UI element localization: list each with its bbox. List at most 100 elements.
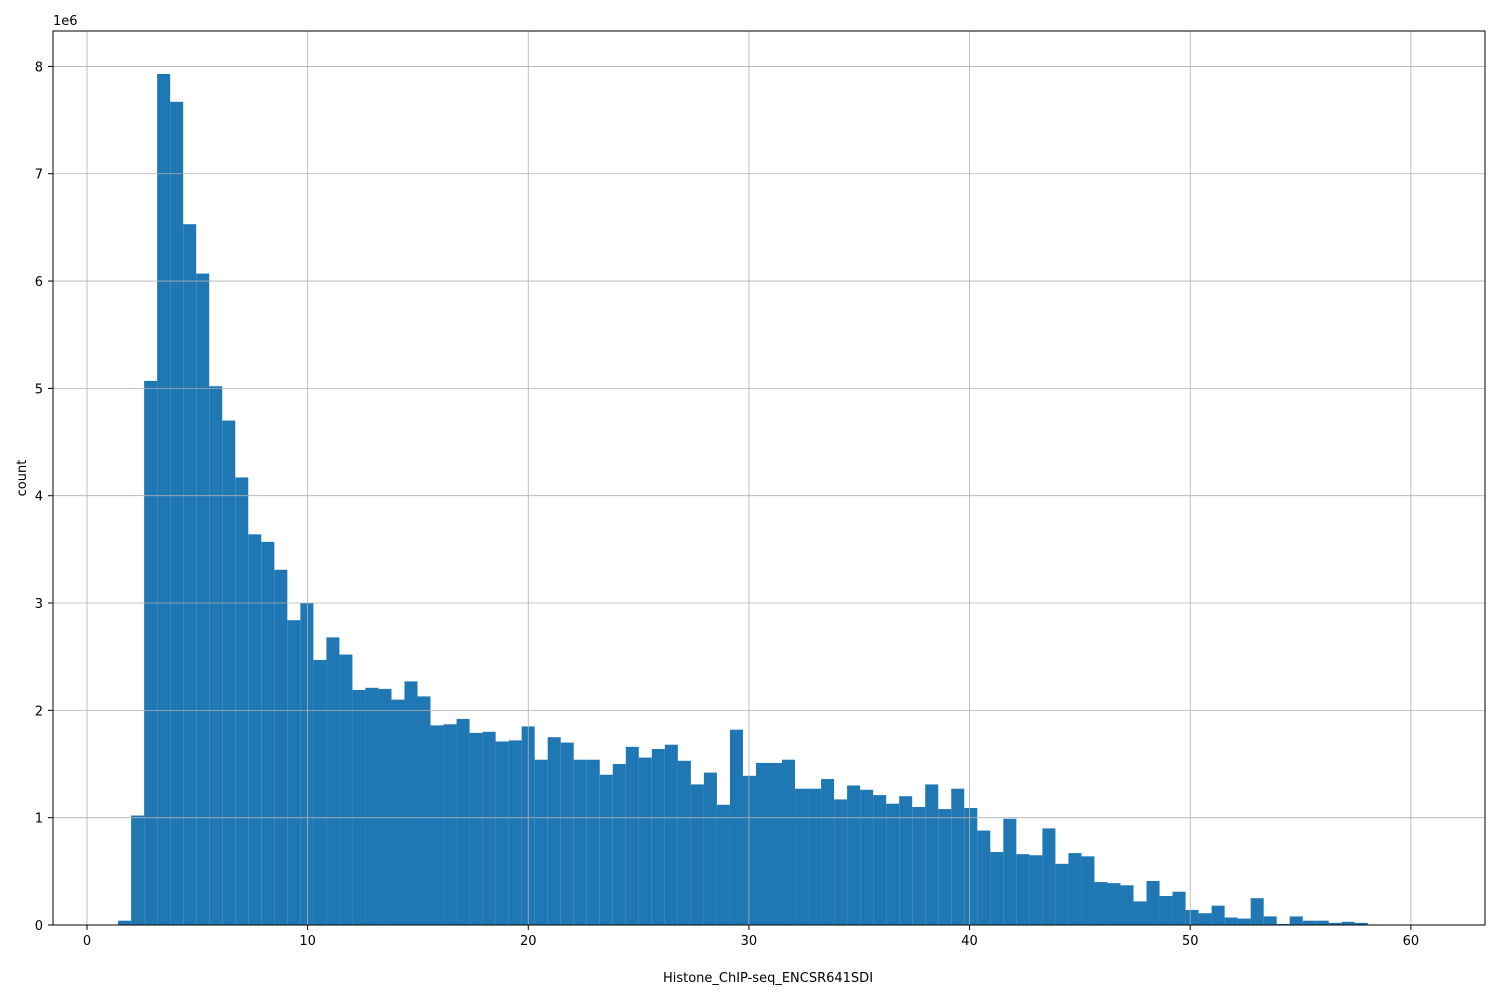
bar (847, 785, 860, 925)
bar (600, 775, 613, 925)
y-axis-label: count (15, 460, 30, 497)
bar (444, 724, 457, 925)
bar (535, 760, 548, 925)
bar (808, 789, 821, 925)
bar (378, 689, 391, 925)
bar (391, 700, 404, 925)
bar (795, 789, 808, 925)
bar (157, 74, 170, 925)
x-tick-label: 50 (1182, 934, 1199, 949)
x-axis-label: Histone_ChIP-seq_ENCSR641SDI (663, 971, 873, 986)
y-tick-label: 4 (35, 490, 43, 505)
bar (548, 737, 561, 925)
bar (574, 760, 587, 925)
bar (131, 816, 144, 925)
bar (743, 776, 756, 925)
bar (144, 381, 157, 925)
x-tick-label: 40 (961, 934, 978, 949)
bar (457, 719, 470, 925)
y-tick-label: 5 (35, 382, 43, 397)
bar (352, 690, 365, 925)
bar (1147, 881, 1160, 925)
bar (496, 741, 509, 925)
bar (899, 796, 912, 925)
bar (925, 784, 938, 925)
bar (339, 655, 352, 925)
bar (1225, 917, 1238, 925)
bar (756, 763, 769, 925)
bar (1173, 892, 1186, 925)
y-tick-label: 8 (35, 60, 43, 75)
y-tick-label: 2 (35, 704, 43, 719)
bar (196, 274, 209, 925)
bar (1264, 916, 1277, 925)
x-tick-label: 60 (1403, 934, 1420, 949)
bar (938, 809, 951, 925)
bar (509, 740, 522, 925)
bar (1081, 856, 1094, 925)
bar (431, 725, 444, 925)
bar (990, 852, 1003, 925)
bar (639, 758, 652, 925)
bar (782, 760, 795, 925)
bar (769, 763, 782, 925)
bar (834, 799, 847, 925)
bar (873, 795, 886, 925)
bar (418, 696, 431, 925)
bar (1029, 855, 1042, 925)
x-tick-label: 30 (741, 934, 758, 949)
bar (977, 831, 990, 925)
bar (118, 921, 131, 925)
y-tick-label: 6 (35, 275, 43, 290)
bar (1238, 919, 1251, 925)
bar (912, 807, 925, 925)
bar (964, 808, 977, 925)
bar (951, 789, 964, 925)
bar (860, 790, 873, 925)
bar (274, 570, 287, 925)
bar (1120, 885, 1133, 925)
bar (209, 386, 222, 925)
bar (1134, 901, 1147, 925)
y-offset-label: 1e6 (53, 14, 78, 29)
bar (886, 804, 899, 925)
bar (665, 745, 678, 925)
bar (1212, 906, 1225, 925)
bar (1290, 916, 1303, 925)
bar (613, 764, 626, 925)
bar (1016, 854, 1029, 925)
bar (300, 603, 313, 925)
bar (235, 477, 248, 925)
bar (652, 749, 665, 925)
bar (404, 681, 417, 925)
bar (470, 733, 483, 925)
x-tick-label: 10 (299, 934, 316, 949)
bar (1042, 828, 1055, 925)
bar (1251, 898, 1264, 925)
bar (1055, 864, 1068, 925)
bar (717, 805, 730, 925)
bar (261, 542, 274, 925)
bar (1316, 921, 1329, 925)
y-tick-label: 7 (35, 168, 43, 183)
y-tick-label: 1 (35, 812, 43, 827)
bar (821, 779, 834, 925)
bar (1107, 883, 1120, 925)
bar (626, 747, 639, 925)
y-tick-label: 3 (35, 597, 43, 612)
y-tick-label: 0 (35, 919, 43, 934)
bar (326, 637, 339, 925)
bar (587, 760, 600, 925)
bar (1199, 913, 1212, 925)
bar (730, 730, 743, 925)
bar (365, 688, 378, 925)
x-tick-label: 0 (83, 934, 91, 949)
bar (1186, 910, 1199, 925)
bar (1094, 882, 1107, 925)
bar (691, 784, 704, 925)
bar (287, 620, 300, 925)
bar (1068, 853, 1081, 925)
bar (678, 761, 691, 925)
